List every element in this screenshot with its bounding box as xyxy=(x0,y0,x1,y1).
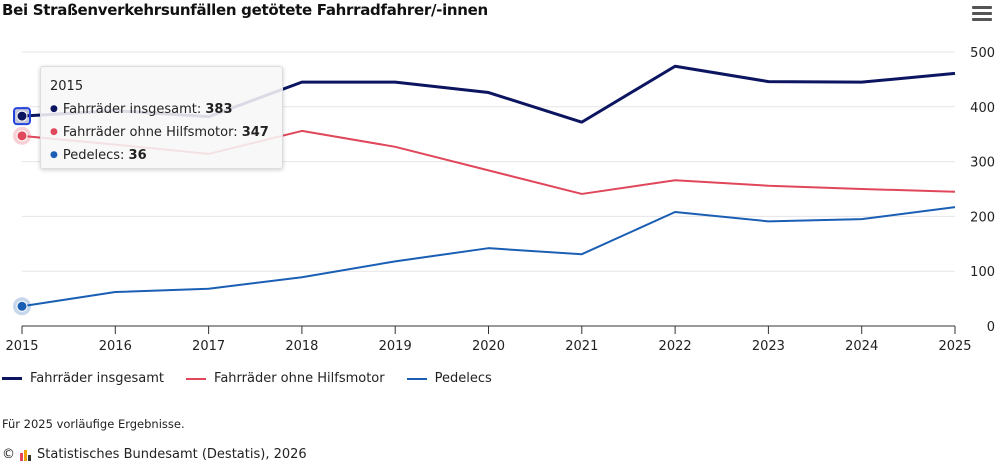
x-tick-label: 2024 xyxy=(845,339,878,354)
x-tick-label: 2019 xyxy=(379,339,412,354)
tooltip: 2015 ● Fahrräder insgesamt: 383 ● Fahrräde… xyxy=(40,66,283,169)
tooltip-row: ● Fahrräder ohne Hilfsmotor: 347 xyxy=(50,125,269,140)
y-tick-label: 300 xyxy=(970,156,995,171)
legend-item-pedelecs[interactable]: Pedelecs xyxy=(406,371,492,386)
destatis-logo-icon xyxy=(20,449,31,461)
credit-text: Statistisches Bundesamt (Destatis), 2026 xyxy=(37,447,307,462)
series-line-2 xyxy=(21,206,956,308)
x-tick-label: 2018 xyxy=(285,339,318,354)
y-tick-label: 500 xyxy=(970,46,995,61)
data-point xyxy=(16,130,28,142)
legend-item-insgesamt[interactable]: Fahrräder insgesamt xyxy=(2,371,164,386)
y-tick-label: 0 xyxy=(987,320,995,335)
focus-ring xyxy=(13,107,31,126)
footnote: Für 2025 vorläufige Ergebnisse. xyxy=(2,417,185,431)
y-tick-label: 400 xyxy=(970,101,995,116)
data-point xyxy=(16,300,28,312)
tooltip-row: ● Fahrräder insgesamt: 383 xyxy=(50,102,233,117)
x-tick-label: 2022 xyxy=(659,339,692,354)
x-tick-label: 2015 xyxy=(5,339,38,354)
y-tick-label: 200 xyxy=(970,210,995,225)
x-tick-label: 2020 xyxy=(472,339,505,354)
tooltip-year: 2015 xyxy=(50,79,84,94)
chart-title: Bei Straßenverkehrsunfällen getötete Fah… xyxy=(2,1,488,19)
x-tick-label: 2023 xyxy=(752,339,785,354)
legend-item-ohne-hilfsmotor[interactable]: Fahrräder ohne Hilfsmotor xyxy=(186,371,385,386)
hamburger-menu-icon[interactable] xyxy=(972,6,992,22)
x-tick-label: 2025 xyxy=(938,339,971,354)
x-tick-label: 2017 xyxy=(192,339,225,354)
copyright-symbol: © xyxy=(2,447,15,462)
credit: © Statistisches Bundesamt (Destatis), 20… xyxy=(2,447,307,462)
x-tick-label: 2021 xyxy=(565,339,598,354)
data-point xyxy=(16,110,28,122)
line-chart: 0 100 200 300 400 500 2015 2016 2017 2018 2019 2020… xyxy=(5,46,995,354)
legend: Fahrräder insgesamt Fahrräder ohne Hilfs… xyxy=(2,371,492,386)
y-tick-label: 100 xyxy=(970,265,995,280)
tooltip-row: ● Pedelecs: 36 xyxy=(50,148,147,163)
x-tick-label: 2016 xyxy=(99,339,132,354)
